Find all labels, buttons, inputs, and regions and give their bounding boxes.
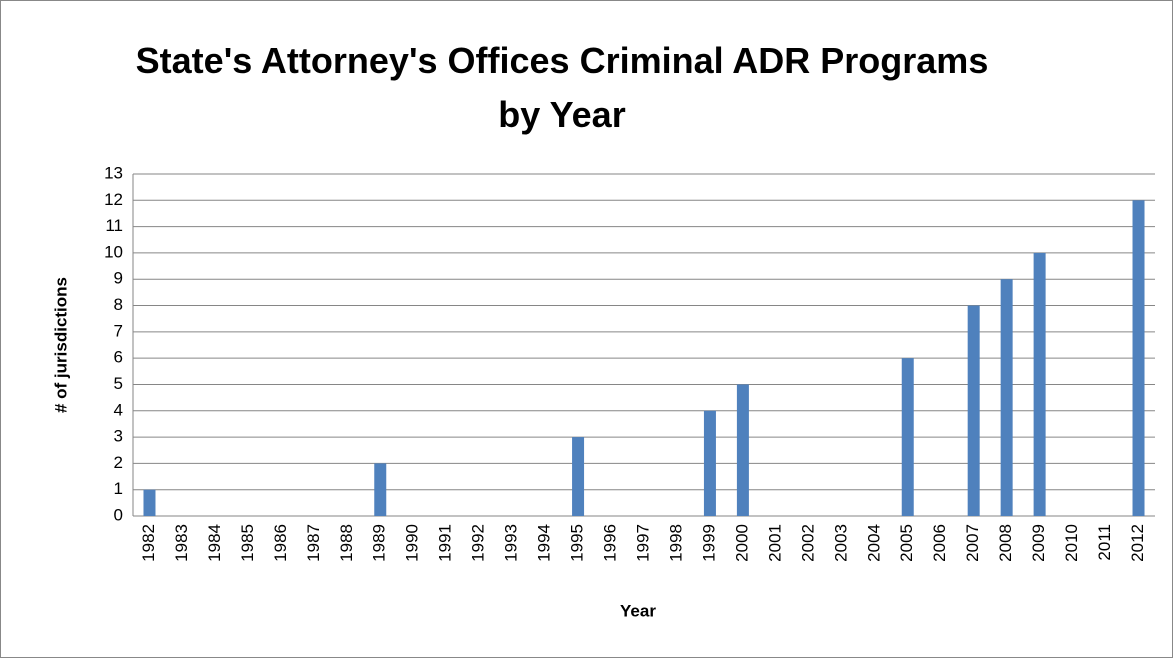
x-tick-label: 2007 — [963, 524, 982, 562]
y-tick-label: 5 — [114, 374, 123, 393]
bar — [1033, 252, 1046, 516]
x-tick-label: 1990 — [403, 524, 422, 562]
x-tick-label: 2012 — [1128, 524, 1147, 562]
y-tick-label: 11 — [105, 216, 123, 235]
x-tick-label: 2006 — [930, 524, 949, 562]
bar — [1000, 279, 1013, 516]
x-tick-label: 1985 — [238, 524, 257, 562]
x-tick-label: 2011 — [1095, 524, 1114, 561]
x-tick-label: 2002 — [798, 524, 817, 562]
x-tick-label: 1999 — [699, 524, 718, 562]
x-tick-label: 2003 — [831, 524, 850, 562]
x-tick-label: 1991 — [436, 524, 455, 562]
x-tick-label: 1998 — [666, 524, 685, 562]
bar — [967, 305, 980, 516]
y-tick-label: 13 — [104, 163, 123, 182]
x-tick-label: 2000 — [732, 524, 751, 562]
y-tick-label: 1 — [114, 479, 123, 498]
chart-title: State's Attorney's Offices Criminal ADR … — [135, 40, 989, 135]
y-tick-label: 12 — [104, 190, 123, 209]
x-tick-label: 2001 — [765, 524, 784, 562]
bar — [143, 489, 156, 516]
y-tick-label: 10 — [104, 242, 123, 261]
y-tick-label: 6 — [114, 348, 123, 367]
bar — [374, 463, 387, 516]
y-tick-label: 4 — [114, 400, 123, 419]
x-tick-label: 1986 — [271, 524, 290, 562]
x-tick-label: 1982 — [139, 524, 158, 562]
x-tick-label: 1989 — [370, 524, 389, 562]
y-tick-label: 8 — [114, 295, 123, 314]
x-tick-label: 1984 — [205, 524, 224, 562]
x-tick-label: 1983 — [172, 524, 191, 562]
x-tick-label: 1997 — [633, 524, 652, 562]
y-tick-label: 9 — [114, 269, 123, 288]
x-tick-label: 2009 — [1029, 524, 1048, 562]
x-tick-label: 1987 — [304, 524, 323, 562]
y-tick-label: 7 — [114, 321, 123, 340]
bar — [1132, 200, 1145, 517]
x-axis-label: Year — [620, 601, 656, 620]
x-tick-label: 2005 — [897, 524, 916, 562]
x-tick-label: 1992 — [469, 524, 488, 562]
x-tick-label: 2010 — [1062, 524, 1081, 562]
x-tick-label: 1994 — [535, 524, 554, 562]
y-axis-label: # of jurisdictions — [51, 277, 70, 413]
x-tick-label: 2004 — [864, 524, 883, 562]
y-tick-label: 3 — [114, 427, 123, 446]
y-tick-label: 2 — [114, 453, 123, 472]
x-tick-label: 1996 — [601, 524, 620, 562]
x-tick-label: 2008 — [996, 524, 1015, 562]
x-tick-label: 1988 — [337, 524, 356, 562]
bar — [572, 437, 585, 516]
y-tick-label: 0 — [114, 505, 123, 524]
x-tick-label: 1993 — [502, 524, 521, 562]
bar — [736, 384, 749, 516]
bar — [703, 410, 716, 516]
bar — [901, 358, 914, 516]
x-tick-label: 1995 — [568, 524, 587, 562]
